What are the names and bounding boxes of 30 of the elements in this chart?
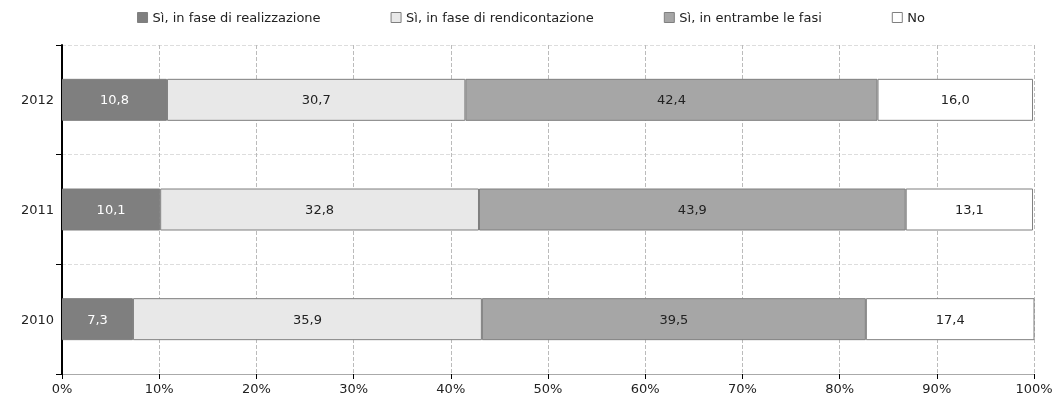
data-label: 7,3 xyxy=(87,311,108,327)
data-label: 16,0 xyxy=(940,92,970,108)
x-tick-label: 20% xyxy=(241,381,271,396)
x-tick-label: 100% xyxy=(1015,381,1053,396)
data-label: 30,7 xyxy=(301,92,331,108)
legend-label: Sì, in entrambe le fasi xyxy=(679,10,822,25)
data-label: 39,5 xyxy=(659,311,689,327)
data-label: 13,1 xyxy=(954,202,984,217)
x-tick-label: 30% xyxy=(339,381,369,396)
data-label: 42,4 xyxy=(656,92,686,108)
x-tick-label: 80% xyxy=(825,381,855,396)
y-tick-label: 2010 xyxy=(20,311,54,327)
x-tick-label: 50% xyxy=(533,381,563,396)
data-label: 32,8 xyxy=(305,202,335,217)
data-label: 10,1 xyxy=(96,202,126,217)
data-label: 17,4 xyxy=(935,311,965,327)
x-tick-label: 90% xyxy=(922,381,952,396)
x-tick-label: 60% xyxy=(630,381,660,396)
data-label: 10,8 xyxy=(100,92,129,108)
legend-label: Sì, in fase di rendicontazione xyxy=(406,10,594,25)
y-tick-label: 2011 xyxy=(20,202,54,217)
x-tick-label: 10% xyxy=(144,381,174,396)
data-label: 35,9 xyxy=(292,311,322,327)
legend-label: Sì, in fase di realizzazione xyxy=(152,10,321,25)
x-tick-label: 70% xyxy=(727,381,757,396)
data-label: 43,9 xyxy=(677,202,707,217)
y-tick-label: 2012 xyxy=(20,92,54,108)
x-tick-label: 0% xyxy=(51,381,73,396)
x-tick-label: 40% xyxy=(436,381,466,396)
legend-label: No xyxy=(907,10,926,25)
